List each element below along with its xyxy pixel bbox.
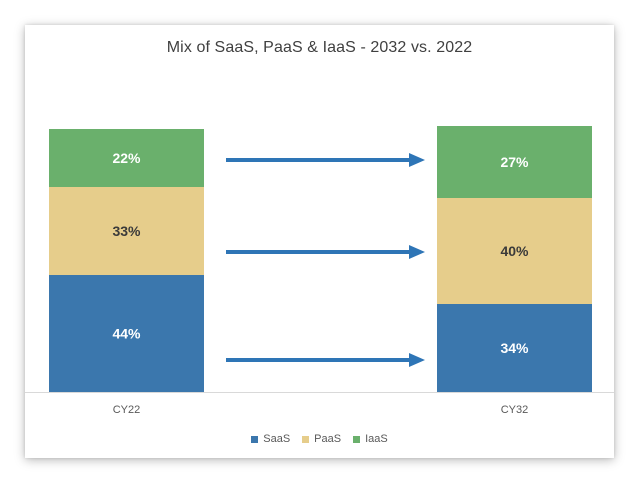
stacked-bar-chart: 44% 33% 22% CY22 34% 40% 27% CY32 xyxy=(25,126,614,416)
arrow-head xyxy=(409,353,425,367)
data-label-saas-cy22: 44% xyxy=(112,326,141,342)
arrow-head xyxy=(409,153,425,167)
bar-iaas-cy22 xyxy=(49,129,204,187)
bar-paas-cy32 xyxy=(437,198,592,304)
arrow-saas xyxy=(226,353,425,367)
legend-label: SaaS xyxy=(263,433,291,445)
chart-legend: SaaS PaaS IaaS xyxy=(25,433,614,445)
legend-label: PaaS xyxy=(314,433,342,445)
legend-swatch xyxy=(251,435,259,443)
data-label-saas-cy32: 34% xyxy=(500,340,529,356)
legend-item-iaas: IaaS xyxy=(353,433,388,445)
bar-paas-cy22 xyxy=(49,187,204,275)
data-label-iaas-cy22: 22% xyxy=(112,150,141,166)
legend-swatch xyxy=(353,435,361,443)
data-label-paas-cy32: 40% xyxy=(500,243,529,259)
x-tick-label-cy32: CY32 xyxy=(501,404,529,416)
data-label-paas-cy22: 33% xyxy=(112,223,141,239)
chart-title: Mix of SaaS, PaaS & IaaS - 2032 vs. 2022 xyxy=(166,39,473,56)
legend-label: IaaS xyxy=(365,433,388,445)
bar-saas-cy32 xyxy=(437,304,592,392)
bar-iaas-cy32 xyxy=(437,126,592,198)
arrow-head xyxy=(409,245,425,259)
legend-swatch xyxy=(302,435,310,443)
arrow-paas xyxy=(226,245,425,259)
arrow-iaas xyxy=(226,153,425,167)
x-tick-label-cy22: CY22 xyxy=(113,404,141,416)
legend-item-paas: PaaS xyxy=(302,433,341,445)
data-label-iaas-cy32: 27% xyxy=(500,154,529,170)
chart-card: Mix of SaaS, PaaS & IaaS - 2032 vs. 2022… xyxy=(25,25,614,458)
legend-item-saas: SaaS xyxy=(251,433,290,445)
bar-saas-cy22 xyxy=(49,275,204,392)
